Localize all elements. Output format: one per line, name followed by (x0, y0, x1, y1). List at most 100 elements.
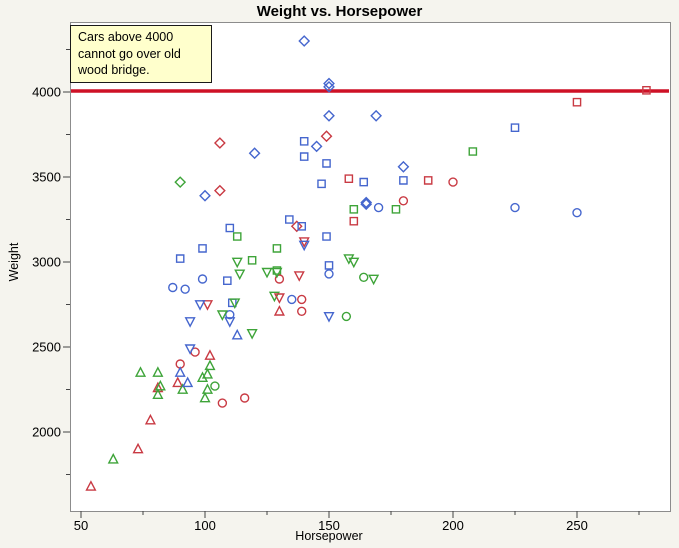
data-point[interactable] (322, 232, 331, 241)
data-point[interactable] (299, 137, 309, 146)
data-point[interactable] (229, 298, 241, 310)
data-point[interactable] (144, 413, 156, 425)
data-point[interactable] (234, 269, 246, 281)
data-point[interactable] (199, 189, 211, 202)
data-point[interactable] (343, 254, 355, 265)
data-point[interactable] (154, 379, 166, 391)
data-point[interactable] (323, 109, 335, 122)
data-point[interactable] (198, 244, 207, 253)
data-point[interactable] (231, 257, 243, 269)
data-point[interactable] (317, 179, 326, 189)
data-point[interactable] (360, 196, 373, 209)
data-point[interactable] (217, 398, 228, 408)
data-point[interactable] (177, 383, 189, 394)
data-point[interactable] (285, 215, 294, 224)
data-point[interactable] (323, 77, 335, 90)
data-point[interactable] (293, 271, 305, 282)
data-point[interactable] (225, 310, 235, 320)
data-point[interactable] (182, 376, 194, 388)
data-point[interactable] (298, 237, 310, 248)
data-point[interactable] (272, 266, 282, 275)
data-point[interactable] (373, 202, 384, 213)
data-point[interactable] (225, 223, 235, 233)
data-point[interactable] (272, 244, 282, 253)
data-point[interactable] (224, 317, 236, 328)
data-point[interactable] (360, 198, 373, 211)
data-point[interactable] (341, 311, 352, 322)
data-point[interactable] (197, 274, 208, 284)
data-point[interactable] (297, 222, 307, 231)
data-point[interactable] (175, 254, 185, 263)
data-point[interactable] (174, 176, 187, 188)
data-point[interactable] (184, 344, 196, 355)
data-point[interactable] (510, 202, 520, 213)
data-point[interactable] (324, 269, 334, 279)
data-point[interactable] (196, 371, 209, 382)
data-point[interactable] (299, 152, 309, 161)
data-point[interactable] (204, 349, 216, 360)
data-point[interactable] (310, 140, 323, 153)
data-point[interactable] (201, 300, 214, 311)
data-point[interactable] (642, 86, 651, 95)
data-point[interactable] (348, 257, 360, 269)
data-point[interactable] (349, 205, 359, 214)
data-point[interactable] (213, 137, 226, 149)
data-point[interactable] (201, 367, 214, 379)
data-point[interactable] (273, 293, 285, 304)
data-point[interactable] (168, 282, 178, 293)
data-point[interactable] (368, 274, 380, 286)
data-point[interactable] (359, 177, 369, 187)
annotation-note[interactable]: Cars above 4000 cannot go over old wood … (70, 25, 212, 83)
data-point[interactable] (448, 177, 458, 187)
data-point[interactable] (324, 261, 334, 270)
data-point[interactable] (210, 381, 220, 391)
data-point[interactable] (216, 310, 228, 321)
data-point[interactable] (423, 176, 433, 185)
data-point[interactable] (174, 366, 186, 377)
data-point[interactable] (134, 366, 147, 377)
data-point[interactable] (199, 391, 211, 403)
data-point[interactable] (298, 35, 311, 47)
data-point[interactable] (349, 216, 359, 226)
data-point[interactable] (273, 305, 285, 316)
data-point[interactable] (204, 359, 216, 371)
data-point[interactable] (194, 300, 206, 311)
data-point[interactable] (323, 312, 335, 323)
data-point[interactable] (297, 294, 307, 305)
data-point[interactable] (359, 272, 369, 282)
data-point[interactable] (85, 480, 97, 491)
data-point[interactable] (287, 294, 297, 305)
data-point[interactable] (132, 442, 144, 454)
data-point[interactable] (344, 174, 354, 183)
data-point[interactable] (510, 123, 520, 132)
data-point[interactable] (213, 184, 226, 197)
data-point[interactable] (180, 284, 190, 294)
data-point[interactable] (107, 452, 119, 464)
data-point[interactable] (184, 317, 196, 328)
data-point[interactable] (248, 147, 261, 160)
data-point[interactable] (271, 267, 283, 279)
data-point[interactable] (274, 274, 285, 284)
data-point[interactable] (231, 328, 243, 340)
data-point[interactable] (152, 366, 164, 377)
data-point[interactable] (232, 232, 242, 241)
data-point[interactable] (201, 383, 214, 394)
data-point[interactable] (223, 276, 232, 285)
data-point[interactable] (152, 388, 164, 399)
data-point[interactable] (399, 176, 408, 185)
data-point[interactable] (397, 160, 410, 173)
data-point[interactable] (320, 130, 333, 143)
data-point[interactable] (246, 329, 258, 340)
data-point[interactable] (398, 196, 409, 206)
data-point[interactable] (297, 306, 307, 316)
data-point[interactable] (290, 220, 303, 233)
data-point[interactable] (322, 159, 331, 168)
data-point[interactable] (261, 267, 273, 279)
data-point[interactable] (572, 97, 582, 107)
data-point[interactable] (391, 205, 401, 214)
data-point[interactable] (572, 207, 582, 218)
data-point[interactable] (152, 381, 164, 393)
data-point[interactable] (323, 81, 335, 93)
plot-area[interactable] (70, 22, 671, 512)
data-point[interactable] (298, 240, 310, 252)
